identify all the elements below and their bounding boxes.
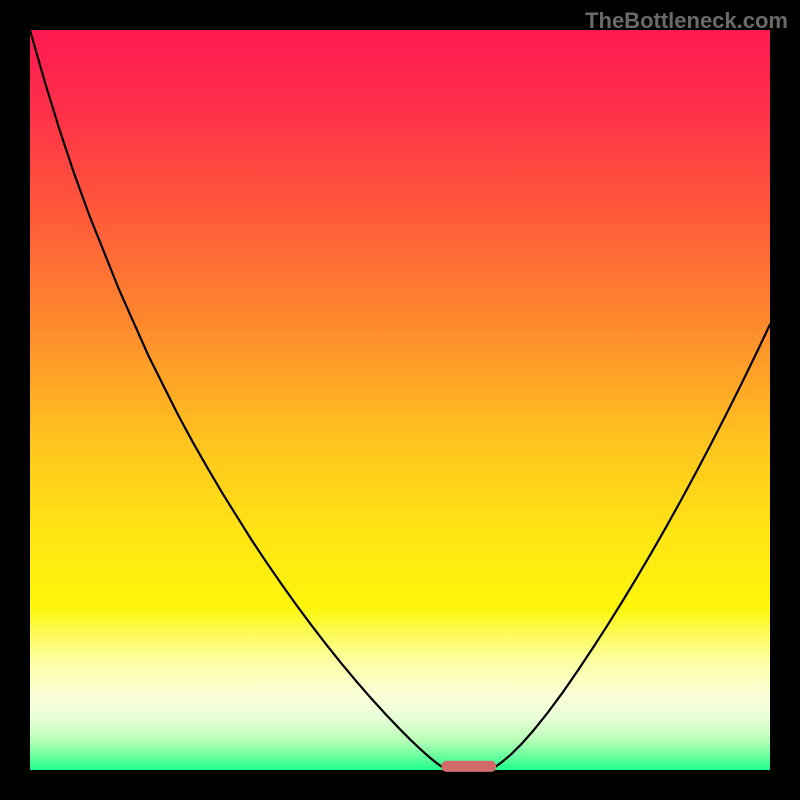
chart-svg bbox=[0, 0, 800, 800]
watermark-text: TheBottleneck.com bbox=[585, 8, 788, 34]
bottleneck-chart: TheBottleneck.com bbox=[0, 0, 800, 800]
